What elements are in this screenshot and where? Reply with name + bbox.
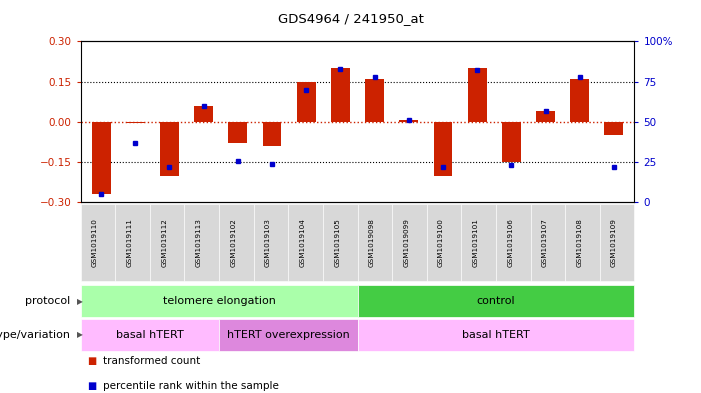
Text: GSM1019098: GSM1019098 bbox=[369, 218, 375, 267]
Text: telomere elongation: telomere elongation bbox=[163, 296, 275, 306]
Text: GSM1019105: GSM1019105 bbox=[334, 218, 340, 267]
Text: GSM1019100: GSM1019100 bbox=[438, 218, 444, 267]
Text: ▶: ▶ bbox=[77, 331, 83, 339]
Text: GSM1019109: GSM1019109 bbox=[611, 218, 617, 267]
Text: percentile rank within the sample: percentile rank within the sample bbox=[103, 381, 279, 391]
Bar bbox=[468, 68, 486, 122]
Text: GSM1019112: GSM1019112 bbox=[161, 218, 167, 267]
Text: GSM1019108: GSM1019108 bbox=[576, 218, 583, 267]
Text: ■: ■ bbox=[88, 381, 97, 391]
Text: GSM1019099: GSM1019099 bbox=[404, 218, 409, 267]
Text: control: control bbox=[477, 296, 515, 306]
Bar bbox=[400, 121, 418, 122]
Bar bbox=[331, 68, 350, 122]
Text: GSM1019101: GSM1019101 bbox=[472, 218, 479, 267]
Text: GSM1019113: GSM1019113 bbox=[196, 218, 202, 267]
Bar bbox=[126, 122, 144, 123]
Text: GSM1019106: GSM1019106 bbox=[508, 218, 513, 267]
Bar bbox=[604, 122, 623, 135]
Text: genotype/variation: genotype/variation bbox=[0, 330, 70, 340]
Text: GSM1019110: GSM1019110 bbox=[92, 218, 98, 267]
Text: GDS4964 / 241950_at: GDS4964 / 241950_at bbox=[278, 12, 423, 25]
Bar bbox=[229, 122, 247, 143]
Text: protocol: protocol bbox=[25, 296, 70, 306]
Bar bbox=[194, 106, 213, 122]
Text: transformed count: transformed count bbox=[103, 356, 200, 366]
Text: GSM1019104: GSM1019104 bbox=[299, 218, 306, 267]
Bar bbox=[536, 111, 555, 122]
Bar bbox=[263, 122, 281, 146]
Bar bbox=[571, 79, 589, 122]
Bar bbox=[434, 122, 452, 176]
Bar bbox=[297, 81, 315, 122]
Text: ■: ■ bbox=[88, 356, 97, 366]
Bar bbox=[502, 122, 521, 162]
Bar bbox=[92, 122, 111, 194]
Text: hTERT overexpression: hTERT overexpression bbox=[227, 330, 350, 340]
Text: GSM1019107: GSM1019107 bbox=[542, 218, 548, 267]
Bar bbox=[365, 79, 384, 122]
Text: GSM1019103: GSM1019103 bbox=[265, 218, 271, 267]
Text: ▶: ▶ bbox=[77, 297, 83, 305]
Text: basal hTERT: basal hTERT bbox=[462, 330, 530, 340]
Bar bbox=[160, 122, 179, 176]
Text: GSM1019111: GSM1019111 bbox=[127, 218, 132, 267]
Text: basal hTERT: basal hTERT bbox=[116, 330, 184, 340]
Text: GSM1019102: GSM1019102 bbox=[231, 218, 236, 267]
